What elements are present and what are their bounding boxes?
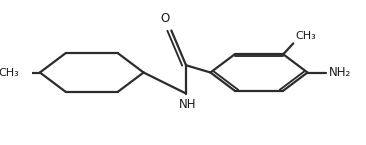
Text: NH₂: NH₂: [329, 66, 351, 79]
Text: CH₃: CH₃: [295, 30, 315, 40]
Text: O: O: [161, 12, 170, 25]
Text: NH: NH: [179, 98, 197, 111]
Text: CH₃: CH₃: [0, 68, 19, 77]
